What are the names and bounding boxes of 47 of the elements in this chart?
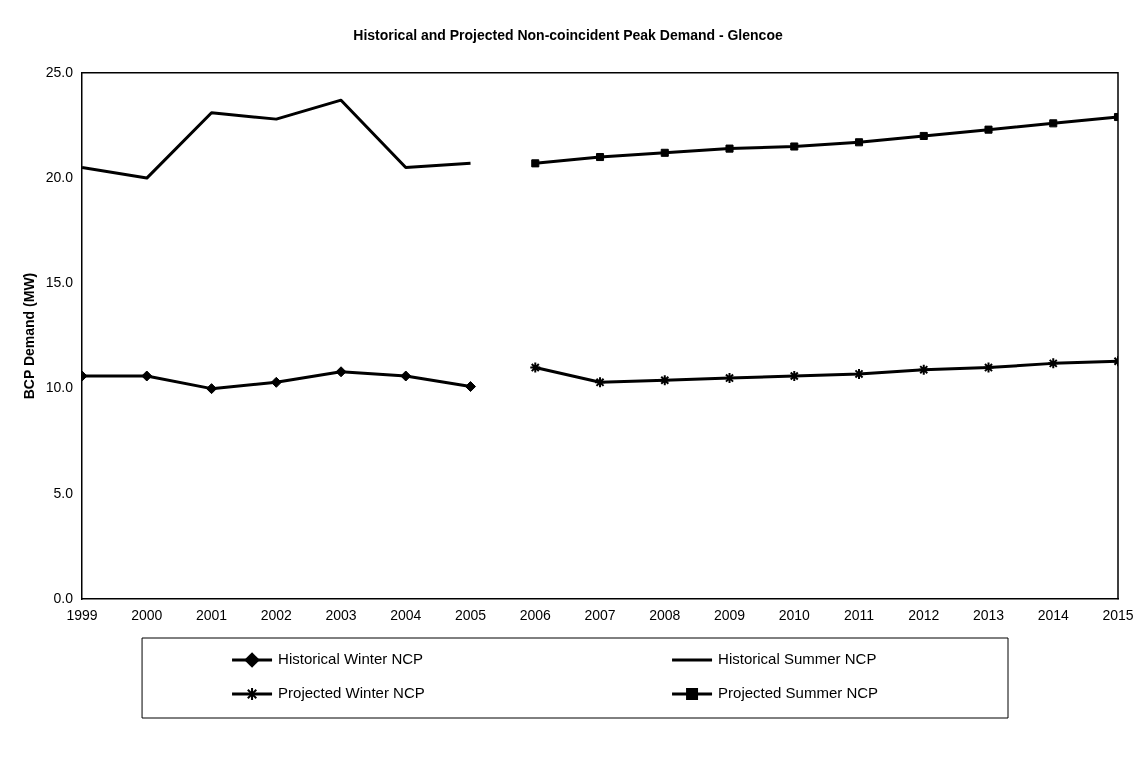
point: [465, 381, 477, 393]
point: [790, 142, 799, 151]
point: [982, 361, 995, 374]
point: [1049, 119, 1058, 128]
x-tick-label: 2000: [131, 607, 163, 624]
x-tick-label: 2011: [843, 607, 875, 624]
x-tick-label: 2005: [454, 607, 487, 624]
x-tick-label: 2014: [1037, 607, 1070, 624]
point: [270, 376, 282, 388]
x-tick-label: 2008: [649, 607, 681, 624]
point: [1047, 357, 1060, 370]
legend-label: Historical Winter NCP: [278, 650, 424, 668]
point: [984, 125, 993, 134]
x-tick-label: 1999: [66, 607, 98, 624]
x-tick-label: 2006: [519, 607, 552, 624]
y-tick-label: 15.0: [45, 274, 74, 291]
x-tick-label: 2013: [972, 607, 1005, 624]
point: [595, 152, 605, 162]
y-tick-label: 20.0: [45, 168, 74, 185]
x-tick-label: 2012: [908, 607, 940, 624]
legend-label: Historical Summer NCP: [718, 650, 877, 668]
point: [400, 370, 412, 382]
y-tick-label: 25.0: [45, 63, 74, 80]
x-tick-label: 2001: [195, 607, 228, 624]
x-tick-label: 2007: [584, 607, 616, 624]
legend-label: Projected Summer NCP: [718, 684, 879, 702]
x-tick-label: 2002: [260, 607, 293, 624]
point: [335, 366, 347, 378]
x-tick-label: 2009: [713, 607, 746, 624]
point: [919, 131, 928, 140]
x-tick-label: 2010: [778, 607, 811, 624]
point: [725, 144, 734, 153]
x-tick-label: 2015: [1102, 607, 1134, 624]
point: [529, 361, 542, 374]
x-tick-label: 2003: [325, 607, 357, 624]
chart-title: Historical and Projected Non-coincident Peak Demand - Glencoe: [353, 27, 783, 44]
y-tick-label: 10.0: [45, 379, 74, 396]
point: [206, 383, 218, 395]
point: [854, 138, 864, 147]
legend-label: Projected Winter NCP: [278, 684, 425, 702]
point: [660, 148, 669, 157]
y-tick-label: 0.0: [53, 590, 74, 607]
point: [141, 370, 153, 382]
y-axis-title: BCP Demand (MW): [21, 272, 38, 400]
y-tick-label: 5.0: [53, 484, 74, 501]
x-tick-label: 2004: [390, 607, 422, 624]
point: [531, 159, 540, 168]
